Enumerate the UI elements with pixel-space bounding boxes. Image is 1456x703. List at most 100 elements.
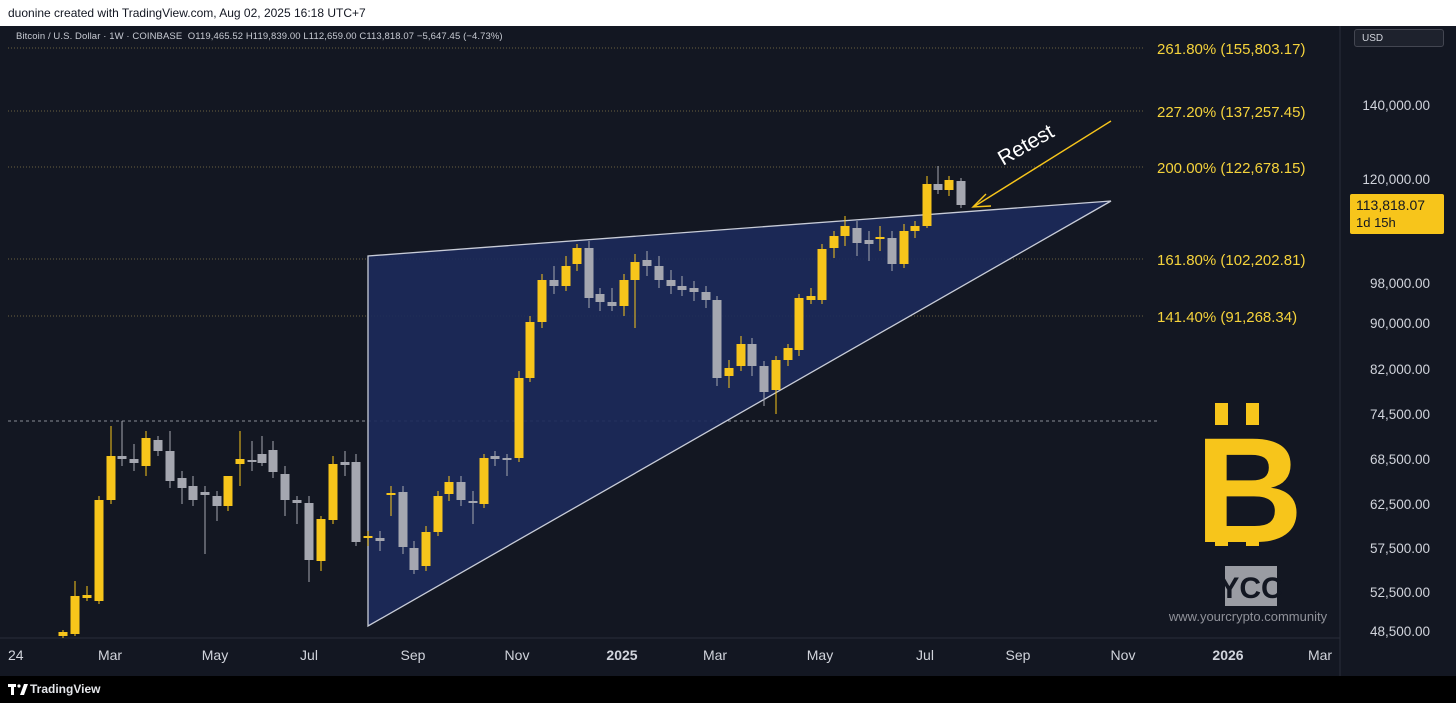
candle — [783, 344, 793, 366]
time-axis[interactable]: 24 Mar May Jul Sep Nov 2025 Mar May Jul … — [8, 647, 1332, 663]
time-tick: Nov — [505, 647, 530, 663]
chart-area[interactable]: 261.80% (155,803.17) 227.20% (137,257.45… — [0, 26, 1456, 676]
candle-body — [944, 180, 954, 190]
last-price-tag: 113,818.07 1d 15h — [1350, 194, 1444, 234]
candle-body — [117, 456, 127, 459]
tradingview-logo-icon — [8, 684, 28, 695]
candle — [642, 251, 652, 276]
candle-body — [58, 632, 68, 636]
candle-body — [94, 500, 104, 601]
candle — [268, 441, 278, 478]
candle-body — [619, 280, 629, 306]
time-tick: Mar — [703, 647, 727, 663]
candle-body — [771, 360, 781, 390]
retest-arrow-line — [974, 120, 1112, 207]
candle-body — [129, 459, 139, 463]
candle-body — [666, 280, 676, 286]
candle — [701, 286, 711, 308]
symbol-legend[interactable]: Bitcoin / U.S. Dollar · 1W · COINBASE O1… — [16, 31, 503, 42]
candle — [817, 244, 827, 304]
candle — [736, 336, 746, 371]
candle — [619, 274, 629, 316]
candle — [328, 456, 338, 524]
candle-body — [351, 462, 361, 542]
candle-body — [421, 532, 431, 566]
price-axis[interactable]: 140,000.00 120,000.00 98,000.00 90,000.0… — [1362, 98, 1430, 639]
candle — [235, 431, 245, 486]
candle-body — [223, 476, 233, 506]
candle — [840, 216, 850, 246]
time-tick: 2025 — [606, 647, 637, 663]
time-tick: 24 — [8, 647, 24, 663]
chart-canvas[interactable]: 261.80% (155,803.17) 227.20% (137,257.45… — [0, 26, 1456, 676]
candle-body — [398, 492, 408, 547]
candle-body — [177, 478, 187, 488]
candle — [875, 226, 885, 251]
retest-annotation: Retest — [994, 120, 1058, 170]
candle — [944, 176, 954, 196]
candle — [479, 454, 489, 508]
candle — [759, 361, 769, 406]
candle-body — [933, 184, 943, 190]
fib-label-141: 141.40% (91,268.34) — [1157, 309, 1297, 326]
candle — [829, 231, 839, 258]
candle-body — [794, 298, 804, 350]
price-tick: 62,500.00 — [1370, 497, 1430, 512]
candle — [375, 531, 385, 551]
currency-button[interactable]: USD — [1354, 29, 1444, 47]
candle — [922, 176, 932, 228]
price-tick: 57,500.00 — [1370, 541, 1430, 556]
candle — [351, 454, 361, 546]
candle — [165, 431, 175, 488]
candle — [933, 166, 943, 194]
svg-text:1d 15h: 1d 15h — [1356, 215, 1396, 230]
price-tick: 48,500.00 — [1370, 624, 1430, 639]
candle — [468, 491, 478, 524]
candle-body — [642, 260, 652, 266]
candle — [94, 496, 104, 604]
candle-body — [537, 280, 547, 322]
candle-body — [235, 459, 245, 464]
candle — [677, 276, 687, 296]
ycc-watermark-logo: YCC — [1219, 566, 1283, 606]
candle — [666, 270, 676, 294]
candle-body — [268, 450, 278, 472]
svg-text:113,818.07: 113,818.07 — [1356, 197, 1425, 213]
time-tick: May — [807, 647, 833, 663]
candle-body — [561, 266, 571, 286]
candle-body — [595, 294, 605, 302]
candle-body — [328, 464, 338, 520]
candle-body — [840, 226, 850, 236]
candle-body — [165, 451, 175, 481]
candle-body — [630, 262, 640, 280]
candle-body — [689, 288, 699, 292]
candle — [247, 441, 257, 471]
candle-body — [386, 493, 396, 495]
price-tick: 74,500.00 — [1370, 407, 1430, 422]
candle — [304, 496, 314, 582]
candle — [129, 444, 139, 471]
candle — [223, 476, 233, 511]
candle — [747, 338, 757, 376]
candle-body — [724, 368, 734, 376]
candle — [595, 288, 605, 311]
candle — [433, 491, 443, 536]
candle-body — [887, 238, 897, 264]
candle — [117, 421, 127, 466]
candle-body — [141, 438, 151, 466]
candle-body — [468, 501, 478, 503]
candle-body — [817, 249, 827, 300]
fib-label-161: 161.80% (102,202.81) — [1157, 252, 1305, 269]
candle — [316, 516, 326, 571]
footer-bar: TradingView — [0, 676, 1456, 703]
price-tick: 140,000.00 — [1362, 98, 1430, 113]
time-tick: Sep — [1006, 647, 1031, 663]
candle-body — [188, 486, 198, 500]
candle — [58, 630, 68, 638]
ascending-triangle-pattern[interactable] — [367, 200, 1112, 628]
price-tick: 98,000.00 — [1370, 276, 1430, 291]
time-tick: 2026 — [1212, 647, 1243, 663]
fib-label-261: 261.80% (155,803.17) — [1157, 41, 1305, 58]
candle — [899, 224, 909, 268]
candle — [887, 231, 897, 271]
